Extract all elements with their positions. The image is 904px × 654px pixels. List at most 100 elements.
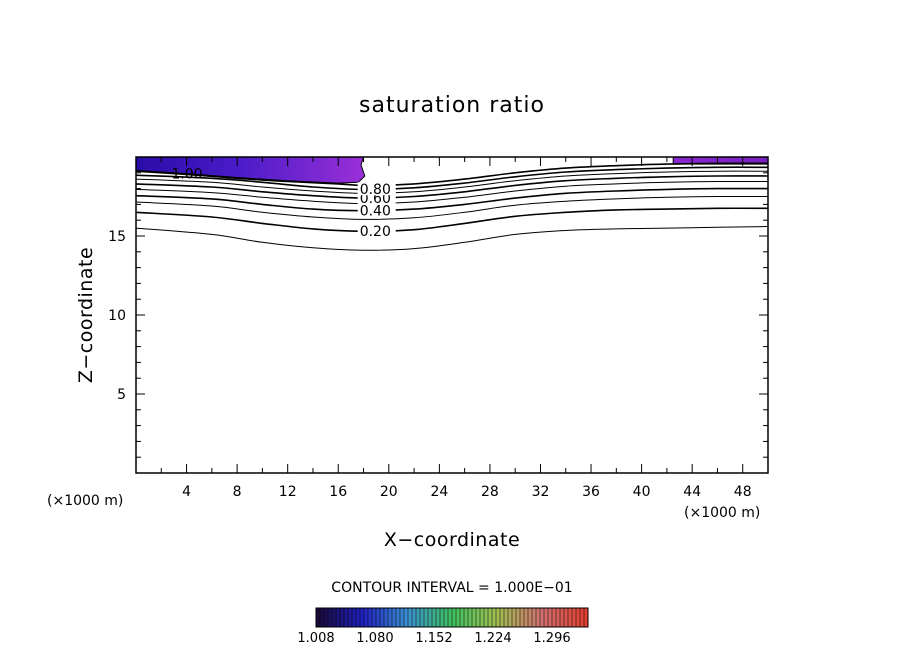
colorbar-swatch — [404, 608, 409, 627]
y-axis-ticks: 5 10 15 — [108, 172, 768, 458]
colorbar-swatch — [568, 608, 573, 627]
colorbar-swatch — [524, 608, 529, 627]
colorbar-swatch — [388, 608, 393, 627]
x-tick-label: 24 — [430, 484, 448, 500]
colorbar-swatch — [352, 608, 357, 627]
contour-line — [136, 180, 768, 205]
x-axis-unit-left: (×1000 m) — [47, 493, 123, 509]
colorbar-swatch — [448, 608, 453, 627]
x-tick-label: 16 — [329, 484, 347, 500]
x-tick-label: 36 — [582, 484, 600, 500]
colorbar-swatch — [556, 608, 561, 627]
x-axis-title: X−coordinate — [384, 529, 520, 551]
colorbar-swatch — [368, 608, 373, 627]
colorbar-swatch — [488, 608, 493, 627]
x-tick-label: 44 — [683, 484, 701, 500]
colorbar-swatch — [456, 608, 461, 627]
contour-label-bg — [357, 224, 396, 238]
colorbar — [315, 608, 589, 627]
colorbar-swatch — [316, 608, 321, 627]
colorbar-swatch — [540, 608, 545, 627]
y-tick-label: 10 — [108, 308, 126, 324]
colorbar-swatch — [372, 608, 377, 627]
x-tick-label: 48 — [734, 484, 752, 500]
colorbar-swatch — [392, 608, 397, 627]
contour-label: 0.80 — [360, 182, 391, 198]
colorbar-swatch — [516, 608, 521, 627]
colorbar-swatch — [320, 608, 325, 627]
x-tick-label: 4 — [182, 484, 191, 500]
contour-label: 0.20 — [360, 224, 391, 240]
colorbar-swatch — [364, 608, 369, 627]
colorbar-swatch — [492, 608, 497, 627]
colorbar-swatch — [472, 608, 477, 627]
colorbar-swatch — [468, 608, 473, 627]
colorbar-swatch — [464, 608, 469, 627]
colorbar-swatch — [328, 608, 333, 627]
colorbar-swatch — [576, 608, 581, 627]
colorbar-ticks: 1.008 1.080 1.152 1.224 1.296 — [297, 631, 570, 646]
colorbar-swatch — [428, 608, 433, 627]
contour-interval-text: CONTOUR INTERVAL = 1.000E−01 — [331, 580, 572, 596]
colorbar-swatch — [452, 608, 457, 627]
x-axis-ticks: 4 8 12 16 20 24 28 32 36 40 44 48 — [160, 157, 752, 500]
x-tick-label: 32 — [532, 484, 550, 500]
colorbar-swatch — [340, 608, 345, 627]
colorbar-swatch — [476, 608, 481, 627]
colorbar-swatch — [500, 608, 505, 627]
x-tick-label: 8 — [233, 484, 242, 500]
colorbar-swatch — [440, 608, 445, 627]
colorbar-tick-label: 1.296 — [533, 631, 570, 646]
contour-line — [136, 207, 768, 233]
colorbar-swatch — [584, 608, 589, 627]
colorbar-swatch — [356, 608, 361, 627]
colorbar-swatch — [376, 608, 381, 627]
colorbar-swatch — [396, 608, 401, 627]
contour-line — [136, 175, 768, 199]
colorbar-swatch — [552, 608, 557, 627]
colorbar-swatch — [560, 608, 565, 627]
contour-lines — [136, 162, 768, 251]
colorbar-swatch — [508, 608, 513, 627]
colorbar-swatch — [580, 608, 585, 627]
colorbar-swatch — [344, 608, 349, 627]
colorbar-swatch — [484, 608, 489, 627]
x-tick-label: 12 — [279, 484, 297, 500]
colorbar-swatch — [336, 608, 341, 627]
contour-line — [136, 162, 768, 187]
colorbar-swatch — [416, 608, 421, 627]
chart-title: saturation ratio — [359, 93, 545, 118]
colorbar-swatch — [480, 608, 485, 627]
colorbar-swatch — [564, 608, 569, 627]
colorbar-swatch — [432, 608, 437, 627]
x-tick-label: 28 — [481, 484, 499, 500]
colorbar-tick-label: 1.080 — [356, 631, 393, 646]
colorbar-swatch — [348, 608, 353, 627]
y-axis-title: Z−coordinate — [75, 247, 97, 383]
colorbar-swatch — [400, 608, 405, 627]
colorbar-swatch — [412, 608, 417, 627]
y-tick-label: 15 — [108, 229, 126, 245]
contour-line — [136, 226, 768, 251]
colorbar-swatch — [460, 608, 465, 627]
colorbar-swatch — [512, 608, 517, 627]
colorbar-swatch — [444, 608, 449, 627]
colorbar-swatch — [528, 608, 533, 627]
colorbar-tick-label: 1.224 — [474, 631, 511, 646]
x-axis-unit-right: (×1000 m) — [684, 505, 760, 521]
colorbar-swatch — [380, 608, 385, 627]
colorbar-swatch — [536, 608, 541, 627]
colorbar-swatch — [544, 608, 549, 627]
contour-label-bg — [357, 182, 396, 196]
contour-line — [136, 195, 768, 220]
colorbar-swatch — [496, 608, 501, 627]
plot-frame — [135, 156, 769, 474]
colorbar-swatch — [572, 608, 577, 627]
colorbar-swatch — [420, 608, 425, 627]
colorbar-tick-label: 1.008 — [297, 631, 334, 646]
contour-labels: 0.200.400.600.801.00 — [171, 166, 396, 240]
colorbar-swatch — [548, 608, 553, 627]
colorbar-swatch — [324, 608, 329, 627]
x-tick-label: 40 — [633, 484, 651, 500]
